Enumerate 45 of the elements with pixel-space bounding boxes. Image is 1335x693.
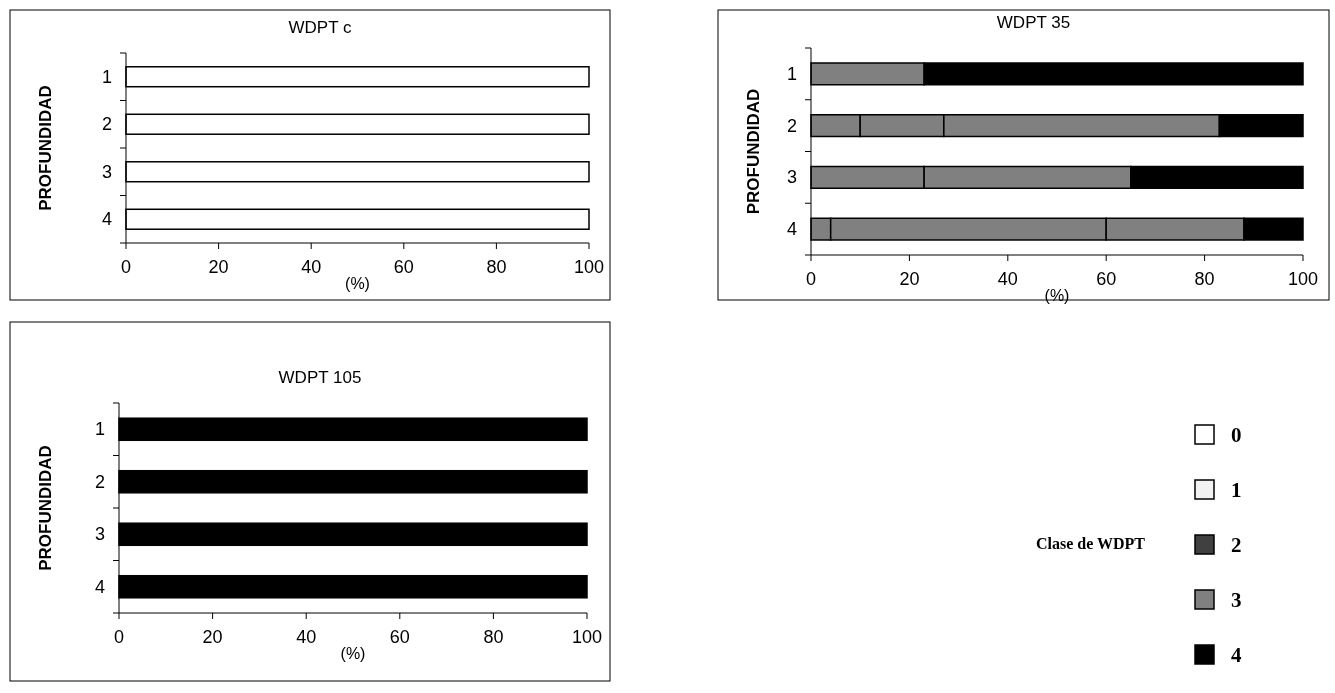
y-tick-label: 1 [94,419,105,440]
x-tick-label: 100 [1287,269,1319,289]
x-axis-title: (%) [345,275,370,292]
legend-label: 4 [1231,643,1242,667]
x-tick-label: 60 [1096,269,1117,289]
x-tick-label: 40 [301,257,322,277]
x-axis-title: (%) [340,645,366,662]
x-tick-label: 20 [899,269,920,289]
legend-title: Clase de WDPT [1035,535,1146,552]
y-axis-title: PROFUNDIDAD [744,88,763,215]
x-tick-label: 100 [571,627,603,647]
y-tick-label: 2 [94,471,105,492]
legend-label: 1 [1231,478,1242,502]
y-tick-label: 1 [101,66,112,87]
y-axis-title: PROFUNDIDAD [36,445,55,571]
legend-label: 0 [1231,423,1242,447]
y-tick-label: 3 [94,524,105,545]
chart-title: WDPT 105 [278,368,362,387]
x-tick-label: 80 [1194,269,1215,289]
y-tick-label: 1 [786,63,797,84]
x-tick-label: 60 [393,257,414,277]
y-tick-label: 2 [101,114,112,135]
y-tick-label: 4 [786,219,797,240]
legend-label: 2 [1231,533,1242,557]
x-tick-label: 40 [296,627,317,647]
y-tick-label: 3 [101,161,112,182]
x-tick-label: 0 [113,627,125,647]
x-tick-label: 60 [389,627,410,647]
x-tick-label: 20 [208,257,229,277]
y-axis-title: PROFUNDIDAD [36,85,55,211]
y-tick-label: 4 [94,576,105,597]
x-tick-label: 40 [997,269,1018,289]
x-tick-label: 0 [805,269,817,289]
x-axis-title: (%) [1044,287,1070,304]
legend-label: 3 [1231,588,1242,612]
y-tick-label: 3 [786,167,797,188]
x-tick-label: 100 [573,257,605,277]
chart-title: WDPT c [288,18,352,37]
y-tick-label: 2 [786,115,797,136]
x-tick-label: 0 [120,257,132,277]
x-tick-label: 80 [483,627,504,647]
x-tick-label: 80 [486,257,507,277]
y-tick-label: 4 [101,209,112,230]
chart-title: WDPT 35 [996,13,1071,32]
x-tick-label: 20 [202,627,223,647]
